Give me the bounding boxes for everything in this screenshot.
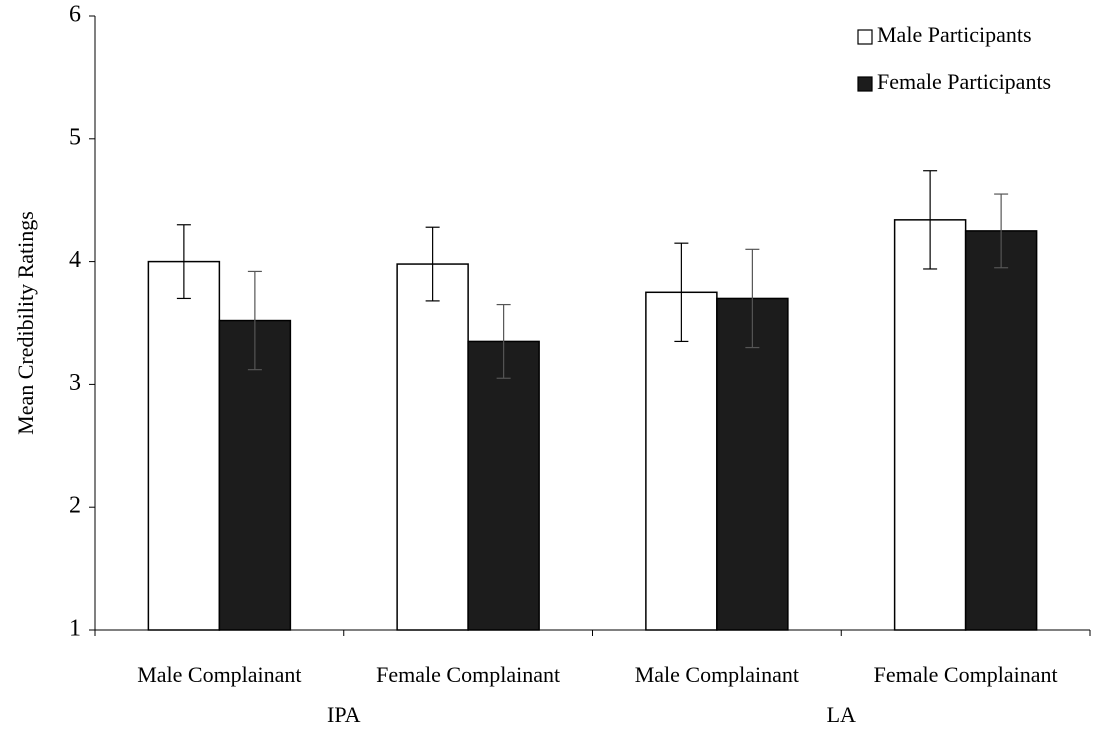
bar bbox=[218, 319, 292, 631]
error-bar bbox=[745, 248, 760, 349]
x-tick-label: Male Complainant bbox=[635, 662, 799, 687]
bar bbox=[147, 260, 221, 631]
y-tick-label: 1 bbox=[69, 616, 81, 642]
bar bbox=[396, 263, 469, 631]
y-tick-label: 2 bbox=[69, 493, 81, 519]
legend-label: Male Participants bbox=[877, 22, 1032, 47]
y-tick-label: 3 bbox=[69, 370, 81, 396]
y-tick-label: 5 bbox=[69, 124, 81, 150]
group-label: IPA bbox=[327, 702, 361, 727]
x-tick-label: Male Complainant bbox=[137, 662, 301, 687]
bar bbox=[645, 291, 718, 631]
y-tick-label: 4 bbox=[69, 247, 81, 273]
error-bar bbox=[176, 224, 191, 300]
group-label: LA bbox=[827, 702, 856, 727]
legend-label: Female Participants bbox=[877, 69, 1051, 94]
legend-swatch bbox=[857, 76, 873, 92]
x-tick-label: Female Complainant bbox=[376, 662, 560, 687]
bar bbox=[964, 230, 1038, 631]
y-tick-label: 6 bbox=[69, 2, 81, 28]
y-axis-label: Mean Credibility Ratings bbox=[13, 211, 38, 435]
error-bar bbox=[496, 303, 511, 379]
bar bbox=[716, 297, 789, 631]
error-bar bbox=[425, 226, 440, 302]
bar bbox=[893, 219, 967, 631]
error-bar bbox=[923, 170, 938, 270]
legend-swatch bbox=[857, 29, 873, 45]
error-bar bbox=[247, 270, 262, 371]
error-bar bbox=[674, 242, 689, 343]
bar bbox=[467, 340, 540, 631]
x-tick-label: Female Complainant bbox=[874, 662, 1058, 687]
error-bar bbox=[994, 193, 1009, 269]
